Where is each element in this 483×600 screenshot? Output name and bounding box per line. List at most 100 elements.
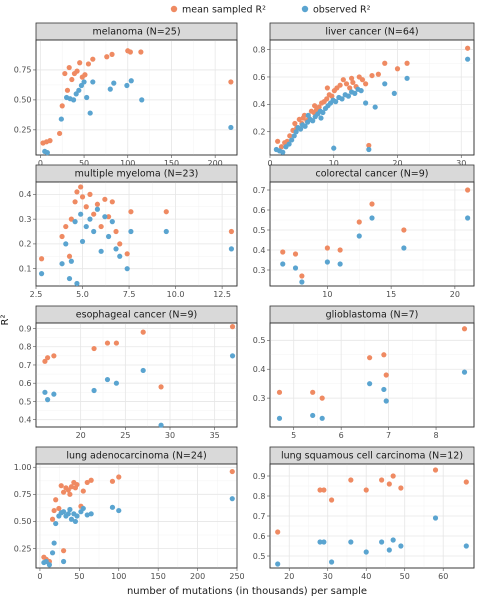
data-point-mean-sampled-r xyxy=(102,196,108,202)
y-tick-label: 0.50 xyxy=(14,96,32,105)
series-mean-sampled-r xyxy=(275,467,469,535)
data-point-observed-r xyxy=(369,215,375,221)
x-tick-label: 30 xyxy=(323,572,333,581)
data-point-observed-r xyxy=(84,94,90,101)
data-point-observed-r xyxy=(328,559,335,565)
data-point-mean-sampled-r xyxy=(292,251,299,257)
y-tick-label: 0.1 xyxy=(19,264,32,273)
x-tick-label: 100 xyxy=(111,572,126,581)
data-point-observed-r xyxy=(38,271,45,277)
data-point-observed-r xyxy=(51,540,57,546)
data-point-mean-sampled-r xyxy=(60,489,67,495)
data-point-observed-r xyxy=(310,412,316,419)
data-point-observed-r xyxy=(139,97,145,103)
data-point-observed-r xyxy=(318,115,324,121)
data-point-observed-r xyxy=(68,516,75,522)
data-point-observed-r xyxy=(124,266,130,272)
data-point-mean-sampled-r xyxy=(90,56,96,62)
data-point-mean-sampled-r xyxy=(109,51,115,57)
data-point-observed-r xyxy=(317,539,323,545)
y-tick-label: 0.5 xyxy=(19,397,32,406)
data-point-observed-r xyxy=(58,116,64,122)
data-point-observed-r xyxy=(291,133,297,139)
panel-grid xyxy=(270,182,474,286)
x-tick-label: 7 xyxy=(386,431,391,440)
x-tick-label: 0 xyxy=(38,159,43,168)
x-tick-label: 15 xyxy=(386,290,396,299)
y-tick-label: 0.9 xyxy=(253,472,266,481)
series-observed-r xyxy=(276,369,468,421)
data-point-observed-r xyxy=(280,149,286,155)
y-tick-label: 0.2 xyxy=(19,240,32,249)
data-point-observed-r xyxy=(81,79,87,85)
data-point-mean-sampled-r xyxy=(432,467,439,473)
data-point-mean-sampled-r xyxy=(394,66,401,72)
x-tick-label: 5 xyxy=(291,431,296,440)
data-point-observed-r xyxy=(158,422,164,428)
data-point-observed-r xyxy=(320,109,326,116)
data-point-mean-sampled-r xyxy=(72,199,78,205)
data-point-mean-sampled-r xyxy=(59,103,65,109)
data-point-mean-sampled-r xyxy=(68,216,74,222)
panel-multiple-myeloma: multiple myeloma (N=23) 2.5 5.0 7.5 10.0 12.5… xyxy=(19,164,238,299)
y-tick-label: 0.5 xyxy=(253,226,266,235)
y-tick-label: 0.5 xyxy=(253,336,266,345)
data-point-observed-r xyxy=(78,211,84,217)
x-tick-label: 10.0 xyxy=(167,290,185,299)
data-point-mean-sampled-r xyxy=(312,103,318,109)
y-tick-label: 0.4 xyxy=(253,100,266,109)
data-point-mean-sampled-r xyxy=(299,273,305,279)
data-point-observed-r xyxy=(88,511,94,517)
data-point-observed-r xyxy=(367,381,373,387)
y-tick-label: 0.4 xyxy=(253,365,266,374)
x-tick-label: 100 xyxy=(120,159,135,168)
panel-grid xyxy=(270,464,474,568)
data-point-observed-r xyxy=(51,391,57,397)
data-point-mean-sampled-r xyxy=(300,115,306,121)
data-point-observed-r xyxy=(111,80,117,86)
data-point-observed-r xyxy=(70,97,77,103)
data-point-observed-r xyxy=(299,279,305,285)
y-tick-label: 0.25 xyxy=(14,126,32,135)
facet-panels: melanoma (N=25)0 50 100 150 2000.250.500.75l… xyxy=(14,22,475,581)
data-point-mean-sampled-r xyxy=(324,245,330,251)
x-tick-label: 50 xyxy=(74,572,84,581)
data-point-mean-sampled-r xyxy=(56,130,63,137)
data-point-observed-r xyxy=(98,248,104,254)
panel-title: esophageal cancer (N=9) xyxy=(76,310,197,321)
data-point-observed-r xyxy=(63,241,69,247)
legend-dot-observed xyxy=(301,5,309,13)
data-point-mean-sampled-r xyxy=(328,497,335,503)
data-point-mean-sampled-r xyxy=(379,477,385,483)
data-point-mean-sampled-r xyxy=(109,478,116,484)
panel-glioblastoma: glioblastoma (N=7) 5 6 7 8 0.3 0.4 0.5 xyxy=(253,305,475,440)
data-point-mean-sampled-r xyxy=(363,487,369,493)
data-point-observed-r xyxy=(105,233,112,240)
data-point-mean-sampled-r xyxy=(348,477,354,483)
y-tick-label: 0.25 xyxy=(14,544,32,553)
data-point-observed-r xyxy=(91,228,97,235)
x-tick-label: 60 xyxy=(438,572,448,581)
data-point-observed-r xyxy=(113,246,119,252)
legend-label-observed: observed R² xyxy=(313,5,371,16)
data-point-observed-r xyxy=(59,261,65,267)
data-point-mean-sampled-r xyxy=(163,209,169,215)
data-point-mean-sampled-r xyxy=(94,201,101,207)
data-point-observed-r xyxy=(73,91,79,97)
x-tick-label: 7.5 xyxy=(123,290,136,299)
data-point-mean-sampled-r xyxy=(65,487,71,493)
data-point-observed-r xyxy=(80,505,86,512)
panel-lung-squamous-cell-carcinoma: lung squamous cell carcinoma (N=12) 20 30 4… xyxy=(253,446,475,581)
data-point-mean-sampled-r xyxy=(66,253,73,259)
y-tick-label: 0.7 xyxy=(253,186,266,195)
data-point-mean-sampled-r xyxy=(91,211,97,217)
x-tick-label: 10 xyxy=(322,290,332,299)
y-tick-label: 0.3 xyxy=(253,266,266,275)
data-point-observed-r xyxy=(372,104,378,110)
data-point-mean-sampled-r xyxy=(69,76,75,83)
y-tick-label: 0.4 xyxy=(19,416,32,425)
data-point-mean-sampled-r xyxy=(78,184,84,190)
data-point-observed-r xyxy=(391,90,397,96)
data-point-mean-sampled-r xyxy=(359,77,366,83)
series-mean-sampled-r xyxy=(280,187,471,279)
